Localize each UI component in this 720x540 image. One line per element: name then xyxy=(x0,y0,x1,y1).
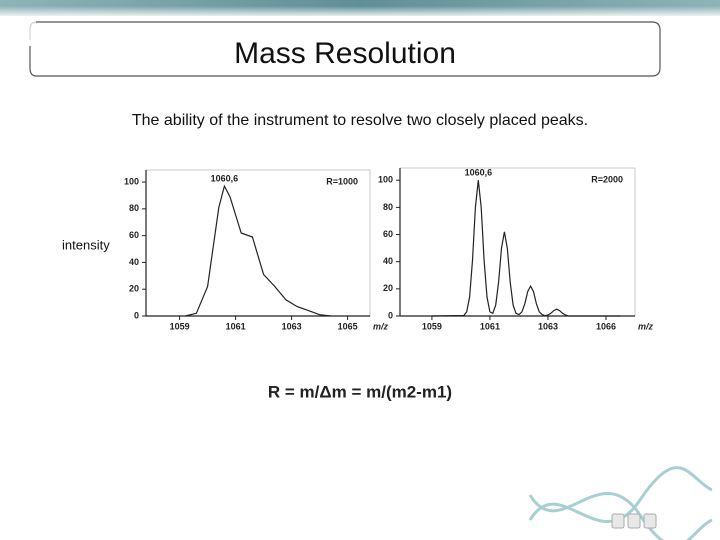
y-tick-label: 100 xyxy=(378,175,393,185)
title-frame xyxy=(29,21,661,77)
y-tick-label: 0 xyxy=(134,310,139,320)
x-tick-label: 1061 xyxy=(226,321,246,331)
x-tick-label: 1063 xyxy=(282,321,302,331)
peak-label: 1060,6 xyxy=(465,168,493,178)
y-tick-label: 40 xyxy=(383,256,393,266)
spectrum-line xyxy=(185,184,331,317)
x-tick-label: 1059 xyxy=(422,321,442,331)
y-tick-label: 20 xyxy=(129,284,139,294)
y-tick-label: 60 xyxy=(129,230,139,240)
y-tick-label: 80 xyxy=(129,203,139,213)
dna-strand xyxy=(528,466,713,523)
y-axis-label: intensity xyxy=(62,237,110,252)
plot-frame xyxy=(399,167,636,317)
formula: R = m/Δm = m/(m2-m1) xyxy=(268,382,452,401)
spectrum-chart: 0 20 40 60 80 100 1059 1061 1063 1066 m/z 1060,6 R=2… xyxy=(378,168,654,332)
title-frame-corner xyxy=(29,21,37,40)
resolution-label: R=2000 xyxy=(591,174,623,184)
x-tick-label: 1061 xyxy=(480,321,500,331)
top-fade xyxy=(0,6,720,18)
y-tick-label: 0 xyxy=(388,310,393,320)
resolution-label: R=1000 xyxy=(326,176,358,186)
logo-block xyxy=(643,513,657,529)
y-tick-label: 80 xyxy=(383,202,393,212)
y-tick-label: 60 xyxy=(383,229,393,239)
dna-strand xyxy=(528,492,713,540)
y-tick-label: 40 xyxy=(129,257,139,267)
x-axis-label: m/z xyxy=(373,321,389,331)
logo-block xyxy=(627,513,641,529)
peak-label: 1060,6 xyxy=(211,173,239,183)
plot-frame xyxy=(145,169,371,317)
x-tick-label: 1065 xyxy=(338,321,358,331)
x-axis-label: m/z xyxy=(638,321,654,331)
slide-title: Mass Resolution xyxy=(234,37,456,70)
slide-subtitle: The ability of the instrument to resolve… xyxy=(132,112,588,129)
y-tick-label: 100 xyxy=(124,176,139,186)
logo-block xyxy=(611,513,625,529)
x-tick-label: 1063 xyxy=(538,321,558,331)
y-tick-label: 20 xyxy=(383,283,393,293)
spectrum-line xyxy=(431,180,621,317)
spectrum-chart: 0 20 40 60 80 100 1059 1061 1063 1065 m/z intensity… xyxy=(62,169,389,331)
x-tick-label: 1066 xyxy=(596,321,616,331)
x-tick-label: 1059 xyxy=(170,321,190,331)
dna-logo xyxy=(528,466,713,540)
